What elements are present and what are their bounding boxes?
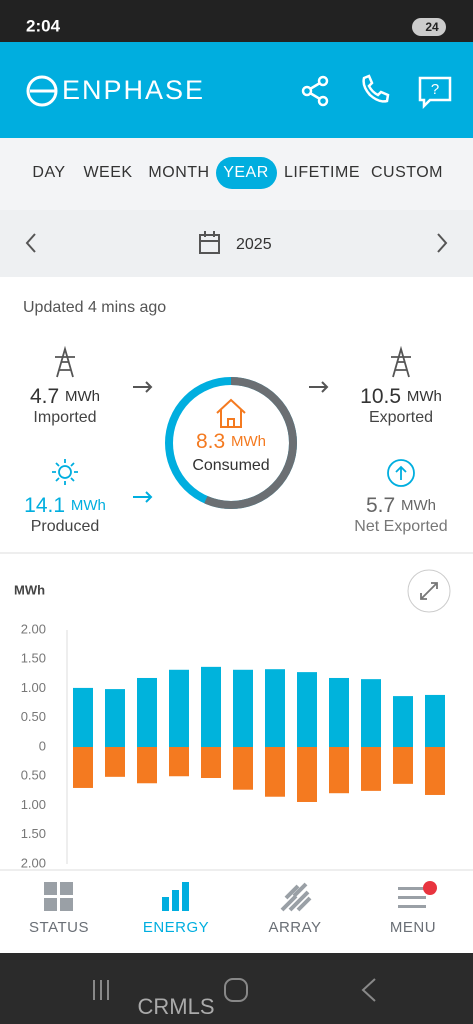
bar: [105, 747, 125, 777]
y-label: MWh: [14, 582, 45, 597]
calendar-icon: [199, 231, 220, 254]
imported-label: Imported: [33, 409, 96, 426]
bar: [329, 747, 349, 794]
y-tick-label: 2.00: [21, 621, 46, 636]
bar: [201, 666, 221, 747]
nav-label[interactable]: MENU: [390, 919, 436, 936]
exported: 10.5 MWh: [360, 385, 442, 408]
net-exported-label: Net Exported: [354, 518, 447, 535]
tab[interactable]: CUSTOM: [371, 164, 443, 181]
net-exported: 5.7 MWh: [366, 494, 436, 517]
arrows: [133, 381, 329, 503]
status-icon: [44, 882, 73, 911]
bar: [297, 672, 317, 747]
tab[interactable]: MONTH: [148, 164, 209, 181]
phone-icon[interactable]: [362, 74, 390, 103]
bar: [393, 747, 413, 784]
bar: [169, 669, 189, 747]
bar: [297, 747, 317, 802]
prev[interactable]: [25, 233, 36, 253]
y-tick-label: 1.50: [21, 651, 46, 666]
tab[interactable]: DAY: [32, 164, 65, 181]
imported: 4.7 MWh: [30, 385, 100, 408]
consumed-label: Consumed: [192, 457, 269, 474]
nav-label[interactable]: STATUS: [29, 919, 89, 936]
bar: [329, 677, 349, 747]
brand: ENPHASE: [62, 75, 205, 105]
bar: [425, 747, 445, 795]
nav-label[interactable]: ARRAY: [268, 919, 321, 936]
bar: [137, 747, 157, 784]
bar: [73, 687, 93, 747]
export-icon: [387, 459, 415, 487]
battery-icon: [412, 18, 446, 36]
y-tick-label: 2.00: [21, 855, 46, 870]
y-tick-label: 1.00: [21, 797, 46, 812]
bar: [233, 747, 253, 790]
tab[interactable]: LIFETIME: [284, 164, 360, 181]
date[interactable]: 2025: [236, 236, 272, 253]
energy-icon: [162, 882, 189, 911]
y-tick-label: 1.00: [21, 680, 46, 695]
bar: [137, 677, 157, 747]
tower-icon: [55, 345, 75, 378]
ring-imported: [165, 377, 297, 509]
menu-icon: [398, 887, 426, 908]
android-buttons: [93, 978, 376, 1002]
tower-icon: [391, 345, 411, 378]
share-icon[interactable]: [301, 75, 329, 107]
updated: Updated 4 mins ago: [23, 299, 166, 316]
home-icon: [216, 398, 246, 428]
time: 2:04: [26, 16, 61, 35]
y-tick-label: 0.50: [21, 768, 46, 783]
y-tick-label: 1.50: [21, 826, 46, 841]
bar: [201, 747, 221, 779]
bar: [73, 747, 93, 788]
expand-button[interactable]: [407, 569, 451, 613]
bar: [425, 694, 445, 747]
bar: [361, 679, 381, 747]
help-icon[interactable]: ?: [418, 76, 452, 110]
status-bar: [0, 0, 473, 42]
tab[interactable]: YEAR: [223, 164, 269, 181]
menu-badge: [423, 881, 437, 895]
tab[interactable]: WEEK: [83, 164, 132, 181]
next[interactable]: [437, 233, 448, 253]
bar: [169, 747, 189, 777]
watermark: CRMLS: [137, 994, 214, 1019]
header: [0, 42, 473, 138]
android-nav: [0, 953, 473, 1024]
produced-label: Produced: [31, 518, 100, 535]
date-bar: [0, 210, 473, 277]
bar: [393, 696, 413, 747]
y-tick-label: 0.50: [21, 709, 46, 724]
svg-text:?: ?: [431, 81, 439, 98]
array-icon: [280, 882, 312, 912]
bar: [105, 689, 125, 747]
bar: [265, 747, 285, 797]
bottom-nav: [0, 870, 473, 953]
produced: 14.1 MWh: [24, 494, 106, 517]
active-tab-bg: [216, 157, 277, 189]
battery: 24: [425, 20, 439, 34]
bar: [361, 747, 381, 791]
sun-icon: [52, 459, 78, 485]
bar: [233, 669, 253, 747]
nav-label[interactable]: ENERGY: [143, 919, 209, 936]
bar: [265, 669, 285, 747]
exported-label: Exported: [369, 409, 433, 426]
consumed: 8.3 MWh: [196, 430, 266, 453]
y-tick-label: 0: [39, 738, 46, 753]
